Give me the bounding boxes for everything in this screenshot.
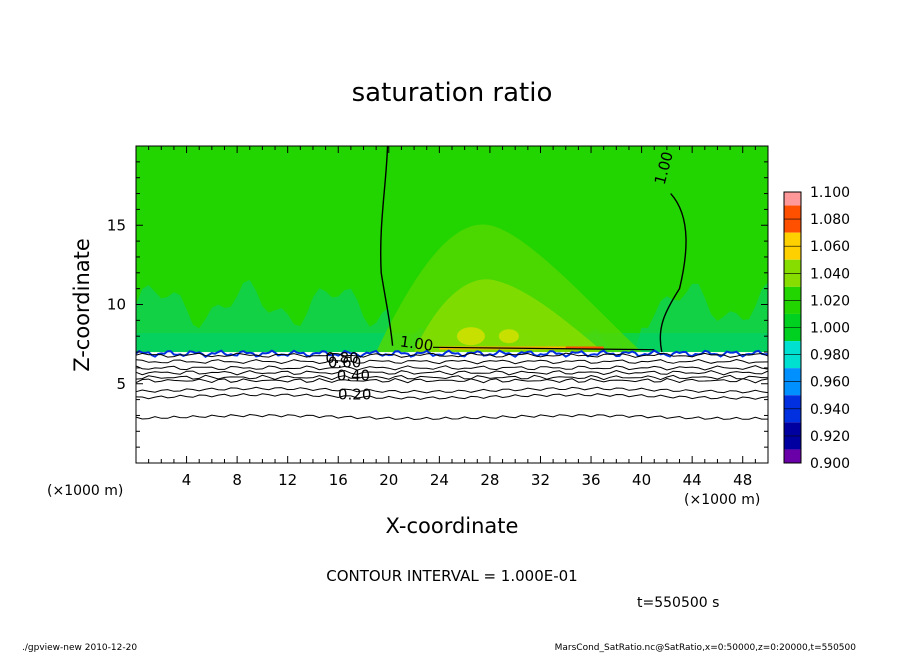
colorbar-band bbox=[784, 327, 801, 342]
x-tick-label: 48 bbox=[733, 471, 752, 489]
x-tick-label: 20 bbox=[379, 471, 398, 489]
x-unit-label-right: (×1000 m) bbox=[684, 492, 761, 508]
colorbar-band bbox=[784, 246, 801, 260]
colorbar-band bbox=[784, 354, 801, 369]
colorbar-band bbox=[784, 435, 801, 450]
contour-line bbox=[135, 352, 769, 358]
y-tick-label: 10 bbox=[107, 296, 126, 314]
colorbar-band bbox=[784, 273, 801, 287]
field-strip bbox=[565, 346, 604, 349]
x-tick-label: 36 bbox=[581, 471, 600, 489]
x-tick-label: 28 bbox=[480, 471, 499, 489]
x-axis-label: X-coordinate bbox=[385, 514, 519, 538]
colorbar-label: 0.920 bbox=[810, 429, 850, 445]
x-tick-label: 16 bbox=[329, 471, 348, 489]
colorbar-band bbox=[784, 259, 801, 274]
colorbar-label: 0.900 bbox=[810, 456, 850, 472]
y-axis: 5 10 15 bbox=[107, 161, 768, 448]
plot-field bbox=[135, 146, 769, 463]
footer-right: MarsCond_SatRatio.nc@SatRatio,x=0:50000,… bbox=[554, 643, 856, 653]
x-unit-label-left: (×1000 m) bbox=[47, 483, 124, 499]
contour-label: 0.20 bbox=[338, 385, 371, 403]
contour-line bbox=[135, 365, 769, 371]
contour-lines bbox=[135, 145, 769, 421]
colorbar-band bbox=[784, 395, 801, 409]
colorbar-band bbox=[784, 192, 801, 206]
contour-line bbox=[135, 386, 769, 394]
field-peak bbox=[456, 327, 485, 346]
contour-line-1-00 bbox=[380, 145, 394, 346]
colorbar-band bbox=[784, 408, 801, 423]
colorbar-band bbox=[784, 205, 801, 220]
field-subsaturated bbox=[136, 353, 768, 463]
contour-line-1-00 bbox=[659, 193, 687, 353]
y-axis-label: Z-coordinate bbox=[70, 238, 94, 372]
contour-line bbox=[135, 413, 768, 421]
x-tick-label: 24 bbox=[430, 471, 449, 489]
colorbar-band bbox=[784, 300, 801, 314]
y-tick-label: 5 bbox=[116, 375, 126, 393]
contour-label: 0.60 bbox=[328, 354, 361, 372]
colorbar-band bbox=[784, 368, 801, 382]
colorbar-band bbox=[784, 313, 801, 328]
colorbar-band bbox=[784, 449, 801, 463]
contour-line bbox=[135, 358, 769, 365]
colorbar-label: 0.940 bbox=[810, 402, 850, 418]
contour-label: 1.00 bbox=[399, 332, 435, 354]
contour-label: 0.40 bbox=[337, 366, 370, 384]
colorbar-label: 0.960 bbox=[810, 375, 850, 391]
field-near-saturation bbox=[136, 256, 768, 353]
contour-line-1-00 bbox=[433, 346, 655, 351]
contour-label: 0.80 bbox=[325, 349, 358, 367]
contour-line bbox=[135, 377, 769, 384]
colorbar-label: 1.040 bbox=[810, 266, 850, 282]
x-tick-label: 40 bbox=[632, 471, 651, 489]
colorbar-label: 1.100 bbox=[810, 185, 850, 201]
colorbar-band bbox=[784, 422, 801, 436]
colorbar-label: 1.000 bbox=[810, 321, 850, 337]
colorbar: 0.900 0.920 0.940 0.960 0.980 1.000 1.020 1.040… bbox=[783, 185, 850, 472]
colorbar-label: 1.020 bbox=[810, 293, 850, 309]
colorbar-band bbox=[784, 341, 801, 355]
contour-line bbox=[135, 393, 769, 400]
contour-line bbox=[135, 369, 769, 376]
colorbar-label: 1.060 bbox=[810, 239, 850, 255]
colorbar-band bbox=[784, 381, 801, 396]
time-label: t=550500 s bbox=[637, 595, 720, 611]
x-tick-label: 4 bbox=[182, 471, 192, 489]
field-peak bbox=[498, 329, 519, 344]
x-axis: 4 8 12 16 20 24 28 32 36 40 44 48 bbox=[148, 146, 756, 489]
x-tick-label: 8 bbox=[232, 471, 242, 489]
x-tick-label: 32 bbox=[531, 471, 550, 489]
y-tick-label: 15 bbox=[107, 216, 126, 234]
colorbar-band bbox=[784, 219, 801, 233]
x-tick-label: 12 bbox=[278, 471, 297, 489]
chart-title: saturation ratio bbox=[351, 78, 553, 108]
colorbar-band bbox=[784, 232, 801, 247]
x-tick-label: 44 bbox=[683, 471, 702, 489]
colorbar-label: 1.080 bbox=[810, 212, 850, 228]
colorbar-band bbox=[784, 286, 801, 301]
contour-line bbox=[135, 374, 769, 381]
colorbar-label: 0.980 bbox=[810, 348, 850, 364]
footer-left: ./gpview-new 2010-12-20 bbox=[22, 643, 138, 653]
contour-interval-text: CONTOUR INTERVAL = 1.000E-01 bbox=[326, 567, 578, 585]
